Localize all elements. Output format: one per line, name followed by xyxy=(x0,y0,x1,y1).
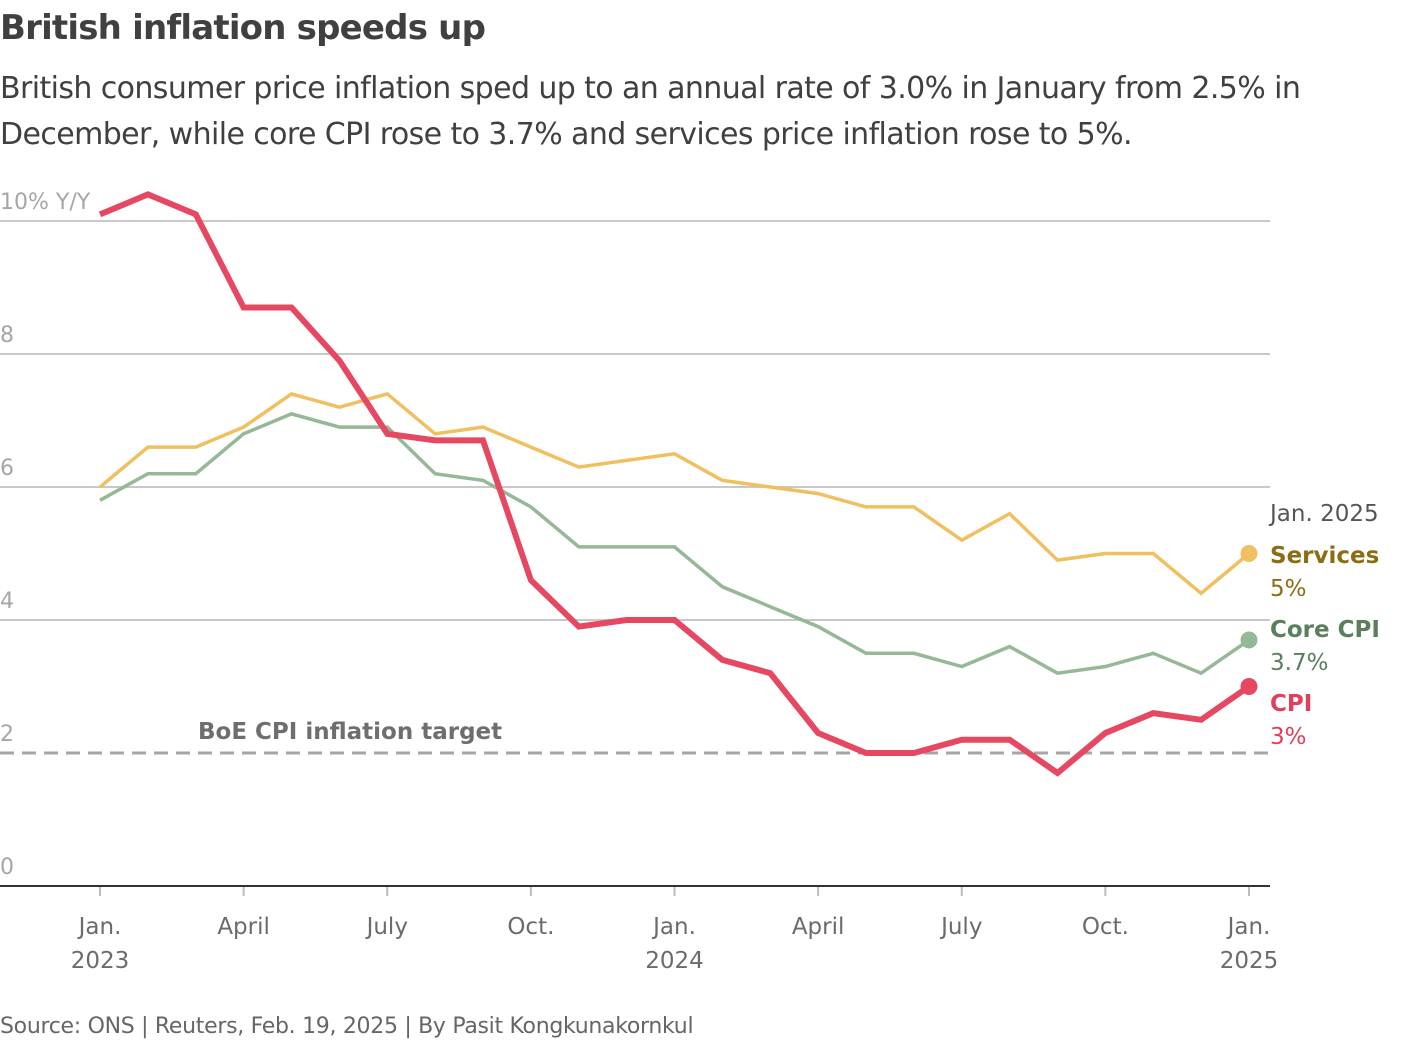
x-tick-label: Jan. xyxy=(1226,914,1271,940)
core-cpi-legend-value: 3.7% xyxy=(1270,650,1328,676)
y-tick-label: 6 xyxy=(0,456,14,481)
core-cpi-end-marker xyxy=(1240,631,1258,649)
services-end-marker xyxy=(1240,545,1258,562)
source-note: Source: ONS | Reuters, Feb. 19, 2025 | B… xyxy=(0,1014,694,1039)
y-tick-label: 8 xyxy=(0,323,14,348)
services-line xyxy=(98,391,1251,596)
cpi-legend-name: CPI xyxy=(1270,691,1312,717)
x-tick-label: April xyxy=(217,914,270,940)
y-tick-label: 10% Y/Y xyxy=(0,190,91,215)
target-label: BoE CPI inflation target xyxy=(198,719,502,745)
x-tick-year-label: 2024 xyxy=(645,948,704,974)
services-legend-name: Services xyxy=(1270,543,1379,569)
y-axis-ticks: 10% Y/Y 8 6 4 2 0 xyxy=(0,190,91,880)
x-tick-label: Jan. xyxy=(77,914,122,940)
x-tick-label: Oct. xyxy=(507,914,554,940)
y-tick-label: 2 xyxy=(0,722,14,747)
core-cpi-legend-name: Core CPI xyxy=(1270,617,1380,643)
y-tick-label: 0 xyxy=(0,855,14,880)
x-tick-year-label: 2025 xyxy=(1220,948,1279,974)
core-cpi-line xyxy=(99,412,1250,676)
target-reference: BoE CPI inflation target xyxy=(0,719,1270,755)
x-axis: Jan. 2023 April July Oct. Jan. 2024 April July Oc… xyxy=(0,885,1279,974)
x-tick-label: April xyxy=(792,914,845,940)
x-tick-label: July xyxy=(365,914,408,940)
x-tick-label: July xyxy=(939,914,982,940)
services-legend-value: 5% xyxy=(1270,576,1307,602)
gridlines xyxy=(0,220,1270,621)
cpi-end-marker xyxy=(1240,678,1258,695)
x-tick-label: Oct. xyxy=(1082,914,1129,940)
cpi-legend-value: 3% xyxy=(1270,724,1307,750)
end-date-label: Jan. 2025 xyxy=(1268,501,1379,527)
x-tick-year-label: 2023 xyxy=(71,948,130,974)
x-tick-label: Jan. xyxy=(651,914,696,940)
end-labels: Jan. 2025 Services 5% Core CPI 3.7% CPI 3% xyxy=(1268,501,1380,750)
chart-title: British inflation speeds up xyxy=(0,8,486,48)
chart-subtitle: British consumer price inflation sped up… xyxy=(0,71,1301,152)
series-lines xyxy=(98,191,1258,777)
y-tick-label: 4 xyxy=(0,589,14,614)
cpi-line xyxy=(98,191,1251,777)
